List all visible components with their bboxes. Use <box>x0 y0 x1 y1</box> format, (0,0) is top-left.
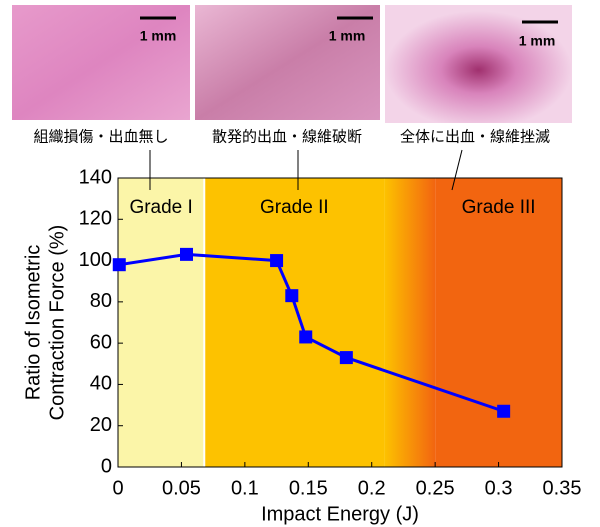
x-tick-label: 0.2 <box>358 477 386 499</box>
panel-caption: 全体に出血・線維挫滅 <box>400 128 550 146</box>
y-tick-label: 40 <box>90 373 112 395</box>
marker <box>270 254 283 267</box>
grade-transition <box>384 178 435 467</box>
marker <box>497 405 510 418</box>
plot: Grade I Grade II Grade III 0 20 40 60 80 100 120 1… <box>22 166 581 525</box>
x-tick-label: 0.3 <box>485 477 513 499</box>
grade-region <box>435 178 562 467</box>
x-tick-label: 0.05 <box>162 477 201 499</box>
y-tick-label: 0 <box>101 455 112 477</box>
scale-label: 1 mm <box>519 33 556 49</box>
grade-label: Grade III <box>462 197 536 218</box>
y-axis-label: Contraction Force (%) <box>46 225 68 421</box>
y-tick-label: 20 <box>90 414 112 436</box>
x-axis-label: Impact Energy (J) <box>261 503 419 525</box>
y-tick-label: 60 <box>90 331 112 353</box>
y-tick-label: 80 <box>90 290 112 312</box>
y-tick-label: 140 <box>79 166 112 188</box>
chart: 1 mm 1 mm 1 mm 組織損傷・出血無し 散発的出血・線維破断 全体に出… <box>0 0 600 527</box>
x-tick-label: 0.15 <box>289 477 328 499</box>
histology-panels: 1 mm 1 mm 1 mm 組織損傷・出血無し 散発的出血・線維破断 全体に出… <box>12 5 572 146</box>
marker <box>299 330 312 343</box>
x-tick-label: 0.25 <box>416 477 455 499</box>
tissue-image <box>12 5 190 120</box>
marker <box>340 351 353 364</box>
marker <box>113 258 126 271</box>
y-tick-label: 120 <box>79 208 112 230</box>
panel-caption: 組織損傷・出血無し <box>33 128 168 146</box>
x-tick-label: 0 <box>112 477 123 499</box>
grade-region <box>118 178 204 467</box>
scale-label: 1 mm <box>140 28 177 44</box>
marker <box>180 248 193 261</box>
y-tick-label: 100 <box>79 249 112 271</box>
panel-caption: 散発的出血・線維破断 <box>212 128 362 146</box>
marker <box>285 289 298 302</box>
grade-region <box>204 178 384 467</box>
x-tick-label: 0.35 <box>543 477 582 499</box>
grade-label: Grade II <box>260 197 329 218</box>
tissue-image <box>195 5 380 120</box>
scale-label: 1 mm <box>329 28 366 44</box>
page: 1 mm 1 mm 1 mm 組織損傷・出血無し 散発的出血・線維破断 全体に出… <box>0 0 600 527</box>
x-tick-label: 0.1 <box>231 477 259 499</box>
grade-label: Grade I <box>129 197 192 218</box>
y-axis-label: Ratio of Isometric <box>22 245 44 401</box>
